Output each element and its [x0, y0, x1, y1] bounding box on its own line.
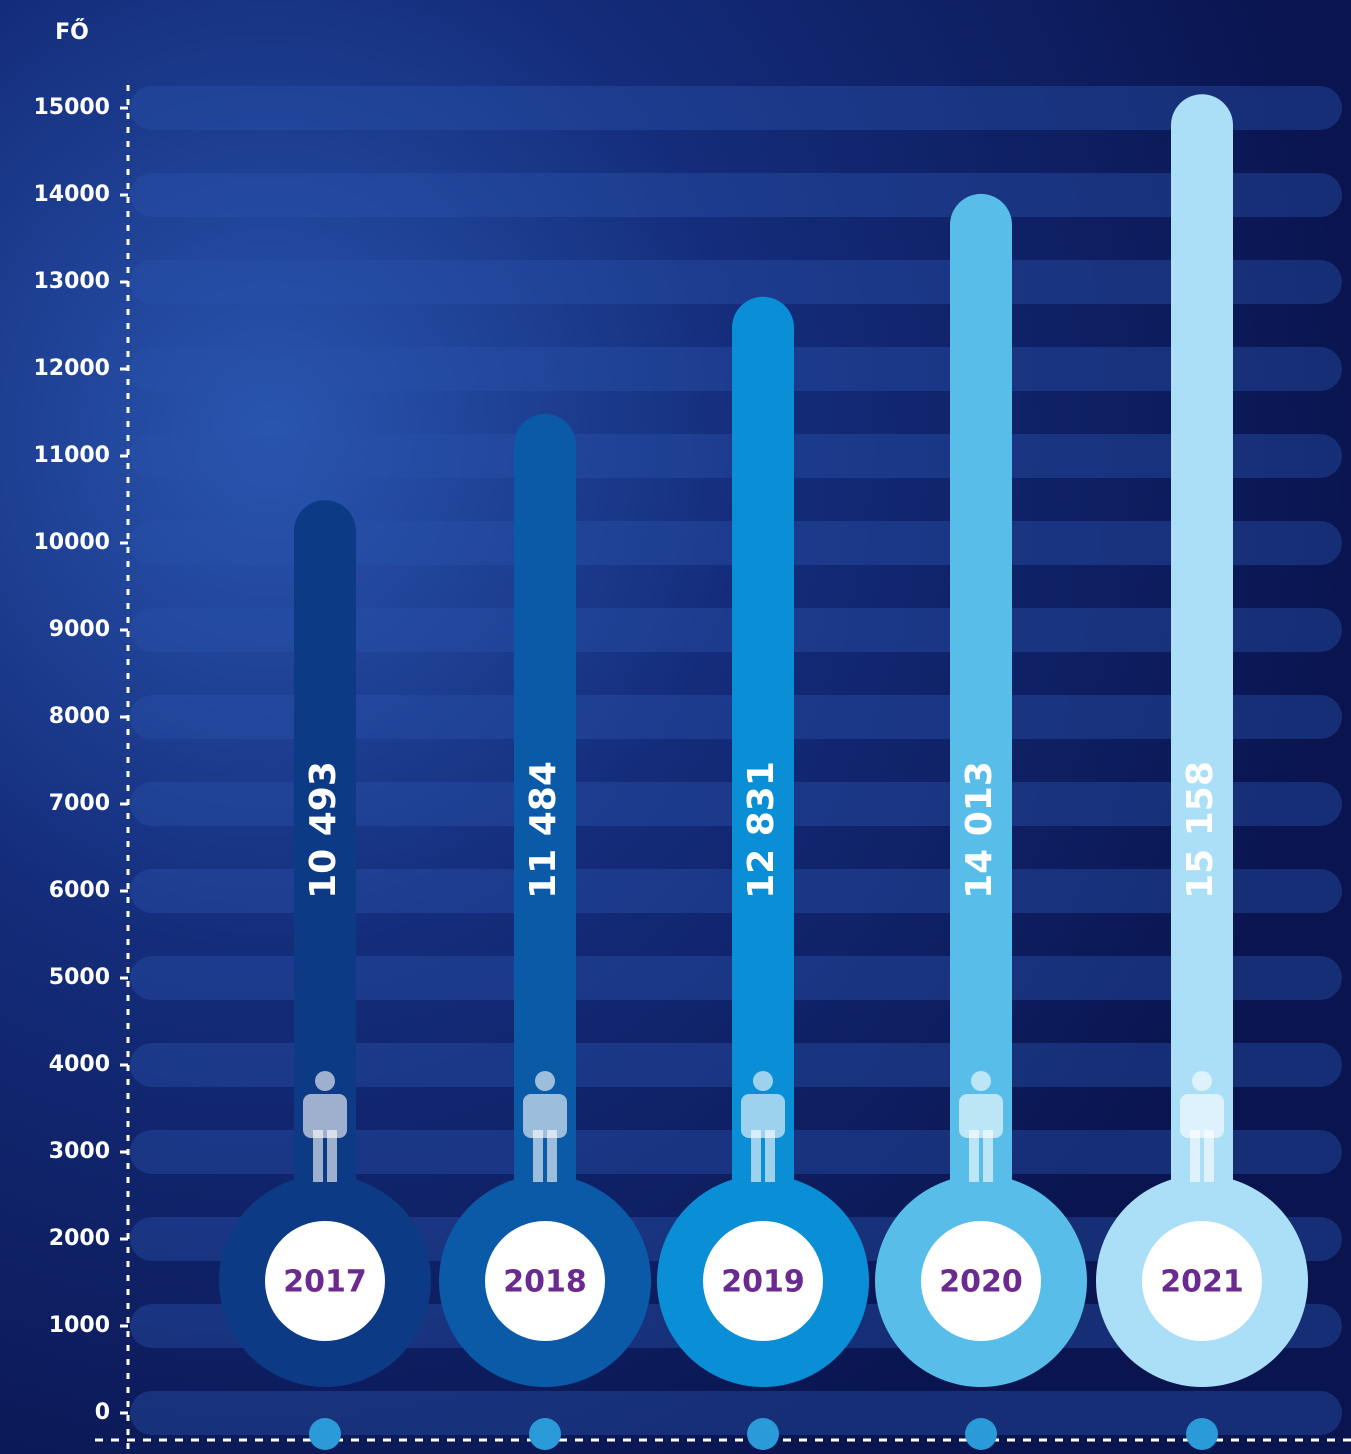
- x-tick-label: 2018: [503, 1265, 587, 1300]
- y-tick-label: 2000: [49, 1226, 110, 1251]
- icon-leg: [765, 1130, 775, 1182]
- y-tick-label: 3000: [49, 1139, 110, 1164]
- value-label: 12 831: [741, 761, 782, 899]
- axis-dot: [965, 1418, 997, 1450]
- axis-dot: [747, 1418, 779, 1450]
- y-tick-label: 1000: [49, 1313, 110, 1338]
- bar: [294, 500, 356, 1281]
- icon-leg: [969, 1130, 979, 1182]
- person-icon: [303, 1071, 347, 1182]
- year-circle: [485, 1221, 605, 1341]
- person-icon: [523, 1071, 567, 1182]
- icon-head: [753, 1071, 773, 1091]
- value-label: 11 484: [523, 761, 564, 899]
- year-circle: [265, 1221, 385, 1341]
- icon-body: [303, 1094, 347, 1138]
- grid-stripe: [130, 260, 1342, 304]
- bar: [732, 296, 794, 1281]
- year-circle: [1142, 1221, 1262, 1341]
- icon-leg: [547, 1130, 557, 1182]
- icon-head: [315, 1071, 335, 1091]
- icon-leg: [1190, 1130, 1200, 1182]
- y-tick-label: 9000: [49, 617, 110, 642]
- y-tick-label: 4000: [49, 1052, 110, 1077]
- grid-stripe: [130, 1391, 1342, 1435]
- y-tick-label: 8000: [49, 704, 110, 729]
- icon-leg: [983, 1130, 993, 1182]
- icon-head: [1192, 1071, 1212, 1091]
- person-icon: [741, 1071, 785, 1182]
- x-tick-label: 2020: [939, 1265, 1023, 1300]
- icon-leg: [1204, 1130, 1214, 1182]
- person-icon: [1180, 1071, 1224, 1182]
- icon-head: [971, 1071, 991, 1091]
- icon-head: [535, 1071, 555, 1091]
- value-label: 14 013: [959, 761, 1000, 899]
- icon-body: [959, 1094, 1003, 1138]
- y-tick-label: 13000: [33, 269, 110, 294]
- year-circle: [921, 1221, 1041, 1341]
- icon-body: [523, 1094, 567, 1138]
- y-axis-label: FŐ: [55, 19, 89, 45]
- y-tick-label: 12000: [33, 356, 110, 381]
- bar: [950, 193, 1012, 1281]
- icon-leg: [327, 1130, 337, 1182]
- y-tick-label: 0: [95, 1400, 110, 1425]
- value-label: 15 158: [1180, 761, 1221, 899]
- x-tick-label: 2021: [1160, 1265, 1244, 1300]
- value-label: 10 493: [303, 761, 344, 899]
- x-tick-label: 2017: [283, 1265, 367, 1300]
- y-tick-label: 6000: [49, 878, 110, 903]
- y-tick-label: 14000: [33, 182, 110, 207]
- icon-leg: [533, 1130, 543, 1182]
- y-tick-label: 15000: [33, 95, 110, 120]
- icon-body: [1180, 1094, 1224, 1138]
- icon-body: [741, 1094, 785, 1138]
- y-tick-label: 5000: [49, 965, 110, 990]
- bar: [514, 413, 576, 1282]
- grid-stripe: [130, 173, 1342, 217]
- y-tick-label: 11000: [33, 443, 110, 468]
- grid-stripe: [130, 86, 1342, 130]
- bar: [1171, 94, 1233, 1281]
- axis-dot: [529, 1418, 561, 1450]
- person-icon: [959, 1071, 1003, 1182]
- year-circle: [703, 1221, 823, 1341]
- axis-dot: [309, 1418, 341, 1450]
- y-tick-label: 10000: [33, 530, 110, 555]
- y-tick-label: 7000: [49, 791, 110, 816]
- icon-leg: [313, 1130, 323, 1182]
- icon-leg: [751, 1130, 761, 1182]
- axis-dot: [1186, 1418, 1218, 1450]
- x-tick-label: 2019: [721, 1265, 805, 1300]
